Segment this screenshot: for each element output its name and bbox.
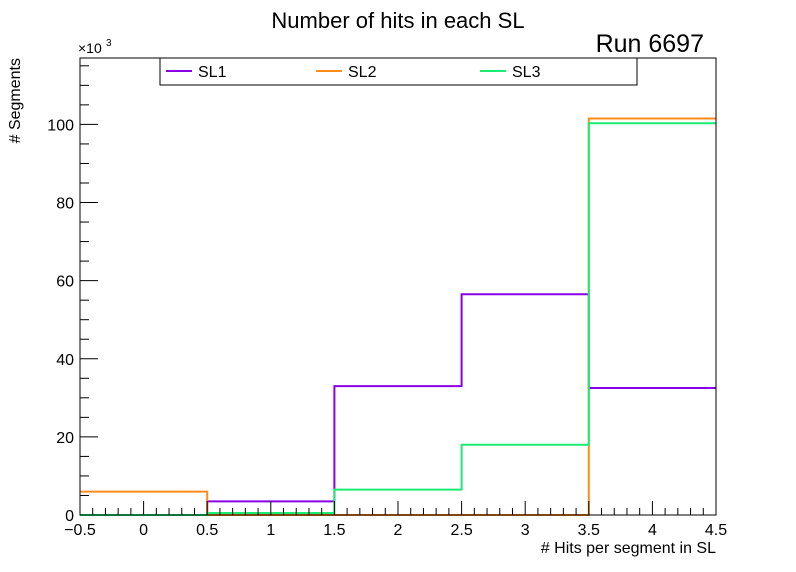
y-tick-label: 0 bbox=[65, 508, 74, 525]
legend: SL1 SL2 SL3 bbox=[159, 57, 638, 86]
y-tick-label: 100 bbox=[47, 117, 74, 134]
y-multiplier: ×10 3 bbox=[78, 38, 112, 56]
x-tick-label: 1.5 bbox=[323, 522, 345, 539]
x-tick-label: 4.5 bbox=[705, 522, 727, 539]
y-tick-label: 40 bbox=[56, 352, 74, 369]
y-multiplier-base: ×10 bbox=[78, 40, 102, 56]
x-tick-label: 0.5 bbox=[196, 522, 218, 539]
legend-box bbox=[159, 57, 638, 86]
plot-area bbox=[80, 58, 716, 515]
x-tick-label: 1 bbox=[266, 522, 275, 539]
plot-background bbox=[80, 58, 716, 515]
legend-label-sl1: SL1 bbox=[198, 64, 227, 81]
chart-title: Number of hits in each SL bbox=[271, 8, 524, 33]
y-axis-label: # Segments bbox=[7, 58, 24, 143]
x-axis-label: # Hits per segment in SL bbox=[541, 540, 716, 557]
x-tick-label: 3.5 bbox=[578, 522, 600, 539]
x-tick-label: 4 bbox=[648, 522, 657, 539]
y-tick-label: 80 bbox=[56, 196, 74, 213]
legend-label-sl2: SL2 bbox=[348, 64, 377, 81]
x-tick-label: 3 bbox=[521, 522, 530, 539]
x-tick-label: 0 bbox=[139, 522, 148, 539]
x-tick-label: −0.5 bbox=[64, 522, 96, 539]
y-tick-label: 60 bbox=[56, 274, 74, 291]
legend-label-sl3: SL3 bbox=[512, 64, 541, 81]
run-annotation: Run 6697 bbox=[596, 30, 704, 58]
x-tick-label: 2 bbox=[394, 522, 403, 539]
y-multiplier-exponent: 3 bbox=[106, 38, 112, 49]
x-tick-label: 2.5 bbox=[450, 522, 472, 539]
y-tick-label: 20 bbox=[56, 430, 74, 447]
